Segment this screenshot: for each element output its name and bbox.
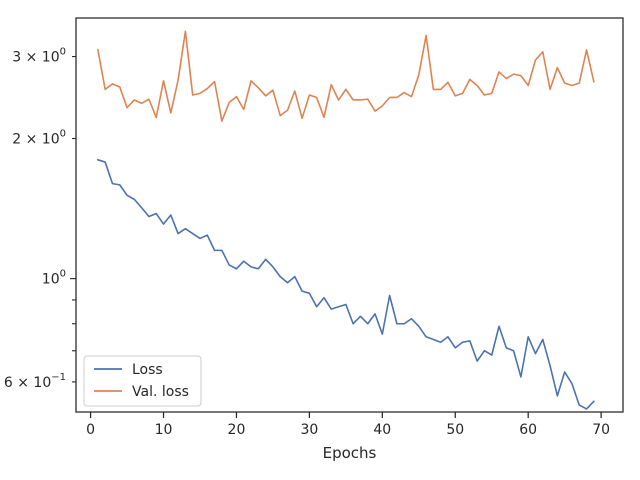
plot-area bbox=[75, 17, 624, 413]
y-tick-label: 6 × 10−1 bbox=[4, 372, 66, 391]
series-line-val-loss bbox=[96, 30, 595, 122]
x-tick-label: 60 bbox=[519, 422, 537, 438]
x-tick-label: 20 bbox=[228, 422, 246, 438]
x-tick-label: 0 bbox=[86, 422, 95, 438]
legend: Loss Val. loss bbox=[83, 355, 202, 407]
x-axis-label: Epochs bbox=[323, 444, 377, 462]
x-tick-label: 70 bbox=[592, 422, 610, 438]
y-tick-label: 3 × 100 bbox=[12, 47, 66, 66]
x-tick-label: 40 bbox=[373, 422, 391, 438]
y-tick-label: 100 bbox=[42, 269, 66, 288]
x-tick-label: 50 bbox=[446, 422, 464, 438]
x-tick-label: 30 bbox=[300, 422, 318, 438]
y-axis: 100 6 × 10−1 2 × 100 3 × 100 bbox=[4, 47, 76, 391]
y-tick-label: 2 × 100 bbox=[12, 129, 66, 148]
legend-label: Val. loss bbox=[132, 384, 189, 400]
legend-label: Loss bbox=[132, 362, 163, 378]
axes-frame bbox=[75, 17, 624, 413]
x-axis: 0 10 20 30 40 50 60 70 bbox=[86, 412, 610, 438]
series-line-loss bbox=[96, 158, 595, 410]
series-layer bbox=[96, 30, 595, 410]
x-tick-label: 10 bbox=[155, 422, 173, 438]
